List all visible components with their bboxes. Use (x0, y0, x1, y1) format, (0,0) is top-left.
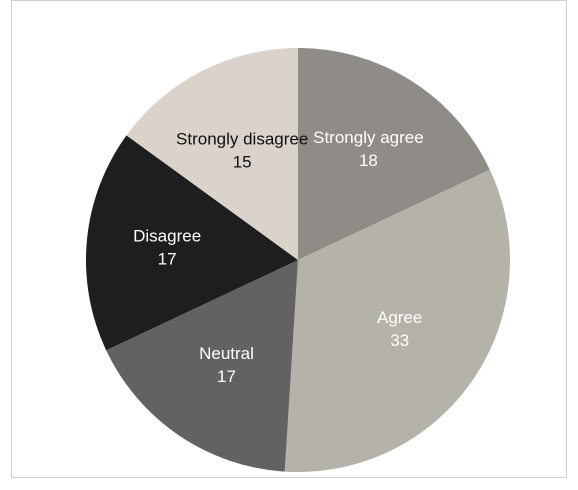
slice-label-agree: Agree (377, 308, 422, 327)
pie-slice-agree (284, 169, 510, 472)
pie-labels: Strongly agree 18 Agree 33 Neutral 17 Disagree… (133, 128, 424, 386)
pie-slice-neutral (106, 260, 298, 472)
pie-slice-strongly-disagree (126, 48, 298, 260)
slice-value-strongly-disagree: 15 (233, 152, 252, 171)
pie-slices (86, 48, 510, 472)
slice-value-strongly-agree: 18 (359, 151, 378, 170)
pie-slice-disagree (86, 135, 299, 351)
pie-slice-strongly-agree (298, 48, 490, 260)
slice-value-disagree: 17 (158, 250, 177, 269)
slice-label-disagree: Disagree (133, 227, 201, 246)
slice-label-neutral: Neutral (199, 344, 254, 363)
slice-value-agree: 33 (390, 331, 409, 350)
slice-label-strongly-disagree: Strongly disagree (176, 129, 308, 148)
slice-label-strongly-agree: Strongly agree (313, 128, 424, 147)
slice-value-neutral: 17 (217, 367, 236, 386)
